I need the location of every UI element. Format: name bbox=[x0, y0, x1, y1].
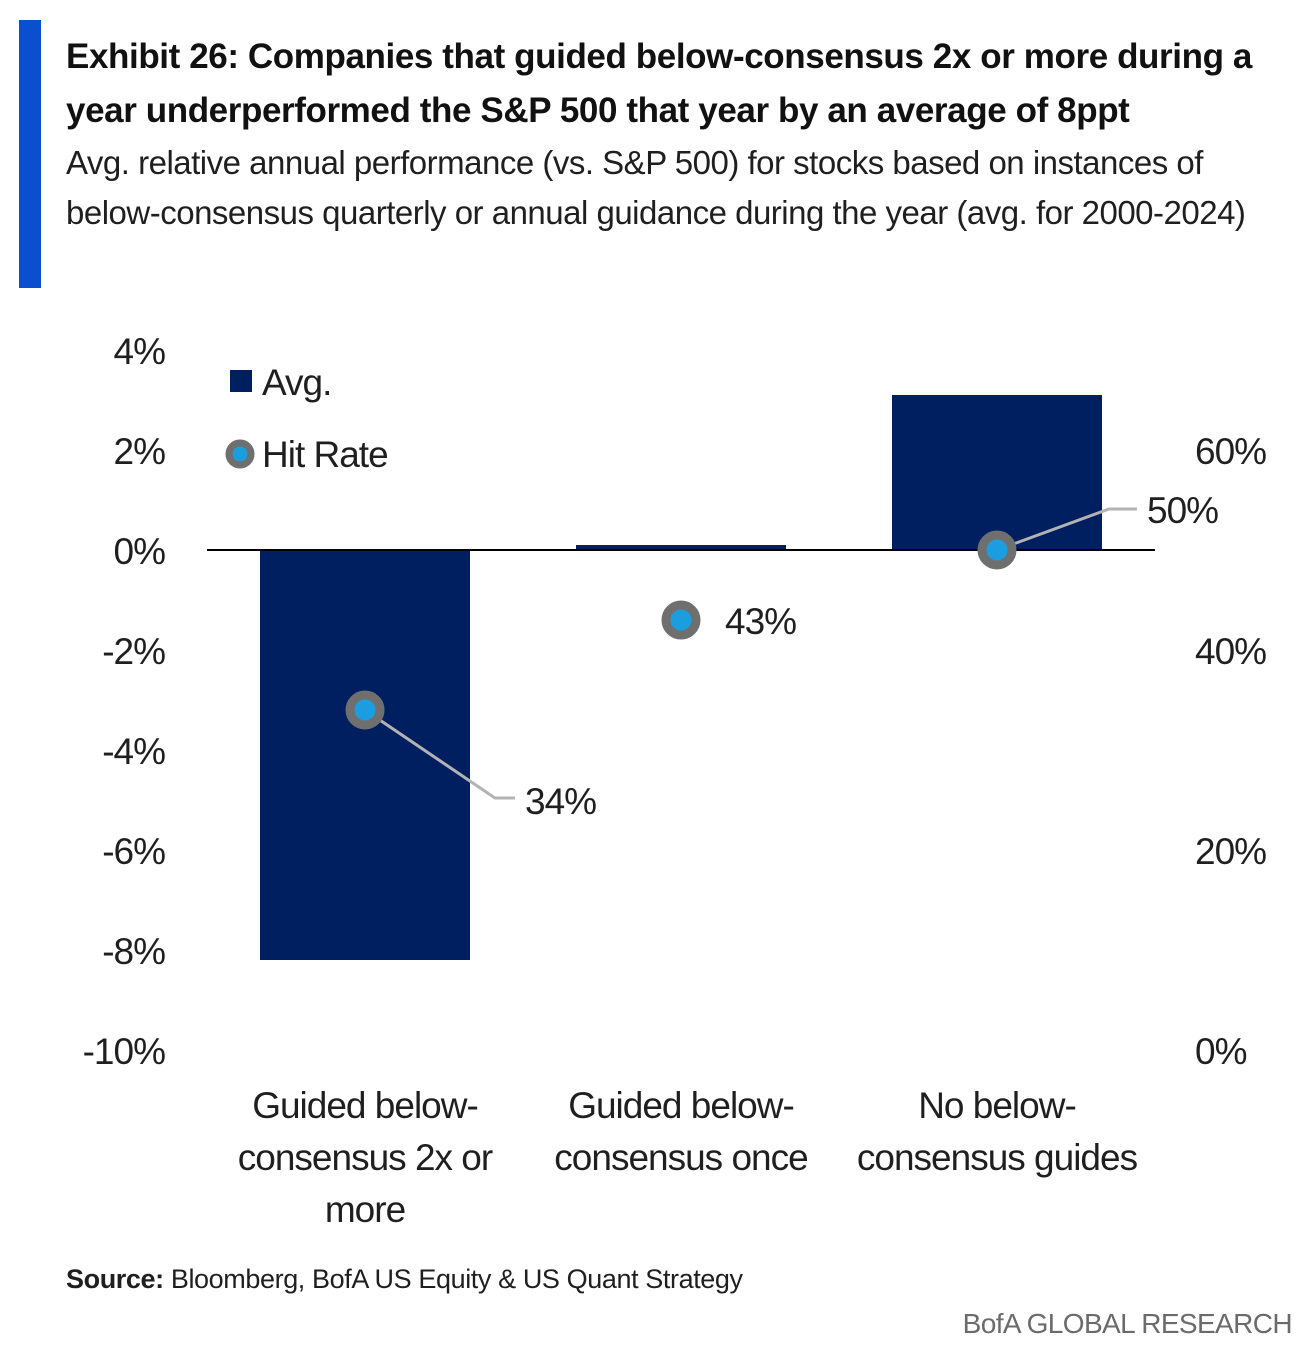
hit-rate-marker bbox=[345, 690, 385, 730]
legend-label-avg: Avg. bbox=[262, 362, 331, 403]
category-label: Guided below- bbox=[252, 1085, 478, 1126]
right-tick-label: 60% bbox=[1195, 431, 1266, 472]
left-tick-label: -2% bbox=[102, 631, 165, 672]
category-label: more bbox=[325, 1189, 405, 1230]
hit-rate-data-label: 34% bbox=[525, 781, 596, 822]
chart-subtitle: Avg. relative annual performance (vs. S&… bbox=[66, 144, 1246, 231]
bar-2 bbox=[576, 545, 786, 550]
left-axis: 4% 2% 0% -2% -4% -6% -8% -10% bbox=[83, 331, 166, 1072]
category-labels: Guided below-consensus 2x or more Guided b… bbox=[238, 1085, 1139, 1230]
right-tick-label: 0% bbox=[1195, 1031, 1247, 1072]
chart-title: Exhibit 26: Companies that guided below-… bbox=[66, 37, 1252, 130]
left-tick-label: 0% bbox=[114, 531, 166, 572]
hit-rate-data-label: 43% bbox=[725, 601, 796, 642]
bar-1 bbox=[260, 550, 470, 960]
legend-swatch-avg bbox=[230, 370, 252, 392]
category-label: Guided below- bbox=[568, 1085, 794, 1126]
leader-line bbox=[996, 507, 1137, 552]
right-tick-label: 20% bbox=[1195, 831, 1266, 872]
left-tick-label: -6% bbox=[102, 831, 165, 872]
bar-3 bbox=[892, 395, 1102, 550]
legend: Avg. Hit Rate bbox=[225, 362, 389, 475]
accent-bar bbox=[19, 20, 41, 288]
category-label: consensus guides bbox=[857, 1137, 1138, 1178]
right-axis: 60% 40% 20% 0% bbox=[1195, 431, 1267, 1072]
source-text: Bloomberg, BofA US Equity & US Quant Str… bbox=[163, 1264, 743, 1294]
left-tick-label: -10% bbox=[83, 1031, 165, 1072]
leader-line bbox=[364, 708, 515, 800]
legend-label-hit-rate: Hit Rate bbox=[262, 434, 388, 475]
hit-rate-marker bbox=[661, 600, 701, 640]
brand-footer: BofA GLOBAL RESEARCH bbox=[962, 1308, 1293, 1339]
left-tick-label: 4% bbox=[114, 331, 166, 372]
left-tick-label: -4% bbox=[102, 731, 165, 772]
right-tick-label: 40% bbox=[1195, 631, 1266, 672]
hit-rate-marker bbox=[977, 530, 1017, 570]
category-label: consensus 2x or bbox=[238, 1137, 493, 1178]
combo-chart: 4% 2% 0% -2% -4% -6% -8% -10% 60% 40% 20% 0% 34% 43… bbox=[83, 331, 1268, 1230]
source-note: Source: Bloomberg, BofA US Equity & US Q… bbox=[66, 1264, 743, 1295]
left-tick-label: -8% bbox=[102, 931, 165, 972]
left-tick-label: 2% bbox=[114, 431, 166, 472]
category-label: consensus once bbox=[554, 1137, 807, 1178]
category-label: No below- bbox=[918, 1085, 1076, 1126]
legend-swatch-hit-rate bbox=[225, 439, 255, 469]
hit-rate-series: 34% 43% 50% bbox=[345, 490, 1219, 822]
source-label: Source: bbox=[66, 1264, 164, 1294]
hit-rate-data-label: 50% bbox=[1147, 490, 1218, 531]
bar-series bbox=[260, 395, 1102, 960]
